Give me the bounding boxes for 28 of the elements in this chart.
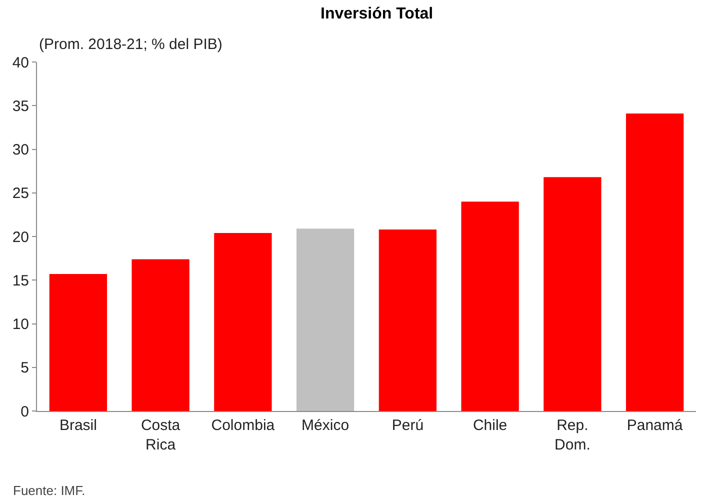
bar (378, 230, 437, 411)
x-tick-label: Colombia (211, 417, 276, 434)
x-tick-label: Chile (472, 417, 508, 434)
bar (49, 274, 108, 411)
y-tick-label: 25 (12, 185, 29, 202)
y-tick-label: 0 (20, 403, 29, 420)
bar (214, 233, 272, 411)
y-tick-label: 35 (12, 98, 29, 115)
x-tick-label: Rep. Dom. (554, 417, 590, 454)
bar (544, 177, 602, 411)
bar (296, 228, 354, 411)
x-tick-label: México (302, 417, 350, 434)
source-note: Fuente: IMF. (13, 483, 86, 496)
x-tick-label: Costa Rica (140, 417, 181, 454)
x-tick-label: Brasil (59, 417, 97, 434)
y-tick-label: 15 (12, 272, 29, 290)
bar (461, 202, 519, 411)
bar (132, 259, 190, 411)
x-tick-label: Perú (392, 417, 424, 434)
chart-title: Inversión Total (320, 6, 434, 23)
y-tick-label: 40 (12, 54, 29, 72)
y-tick-label: 10 (12, 316, 29, 333)
x-tick-label: Panamá (626, 417, 684, 434)
bar (626, 113, 684, 411)
y-tick-label: 20 (12, 228, 29, 246)
y-tick-label: 5 (20, 360, 29, 377)
y-tick-label: 30 (12, 142, 29, 158)
chart-subtitle: (Prom. 2018-21; % del PIB) (39, 36, 222, 53)
